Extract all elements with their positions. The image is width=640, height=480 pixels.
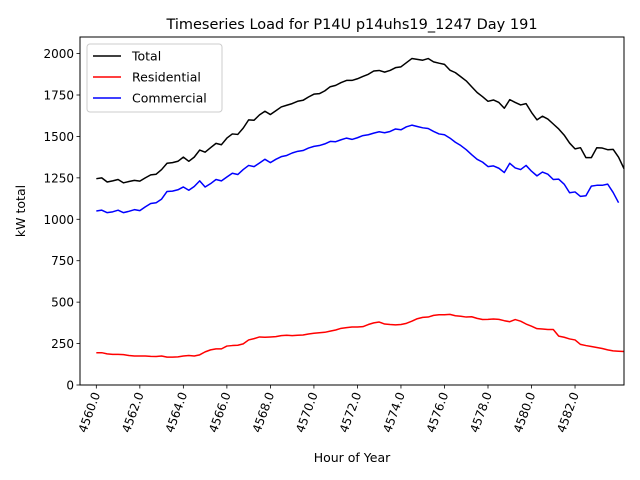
legend-label-total: Total [131,49,161,64]
y-tick-label: 2000 [43,47,74,61]
legend-frame [86,43,223,113]
y-tick-label: 1250 [43,171,74,185]
series-line-commercial [96,124,620,214]
series-layer [96,57,625,358]
y-tick-label: 1500 [43,130,74,144]
x-axis-label: Hour of Year [314,450,391,465]
chart-title: Timeseries Load for P14U p14uhs19_1247 D… [165,17,537,33]
y-tick-label: 1000 [43,213,74,227]
legend-label-commercial: Commercial [132,91,207,106]
y-tick-label: 0 [66,379,74,393]
series-line-residential [96,313,625,358]
y-tick-label: 500 [51,296,74,310]
series-line-total [96,57,625,184]
y-tick-label: 750 [51,254,74,268]
y-tick-label: 1750 [43,89,74,103]
legend: Total Residential Commercial [86,43,223,113]
y-tick-label: 250 [51,337,74,351]
plot-frame [79,36,625,386]
legend-label-residential: Residential [132,70,201,85]
y-axis-label: kW total [13,185,28,237]
